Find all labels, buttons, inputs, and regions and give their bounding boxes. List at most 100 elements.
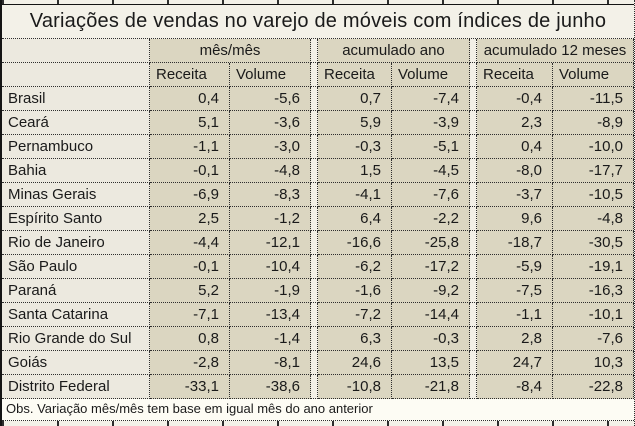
value-cell: 9,6 (477, 207, 553, 231)
value-cell: -0,4 (477, 87, 553, 111)
value-cell: -0,1 (150, 159, 230, 183)
region-name: Bahia (2, 159, 150, 183)
value-cell: -7,5 (477, 279, 553, 303)
value-cell: -7,6 (553, 327, 634, 351)
group-header-acumulado-12-meses: acumulado 12 meses (477, 39, 634, 63)
value-cell: -22,8 (553, 375, 634, 399)
value-cell: -16,3 (553, 279, 634, 303)
value-cell: 2,3 (477, 111, 553, 135)
spacer-cell (470, 303, 477, 327)
value-cell: 0,4 (477, 135, 553, 159)
region-name: Rio de Janeiro (2, 231, 150, 255)
corner-cell (2, 63, 150, 87)
value-cell: 0,7 (318, 87, 392, 111)
sales-table-grid: mês/mês acumulado ano acumulado 12 meses… (2, 39, 634, 399)
value-cell: -1,2 (230, 207, 311, 231)
value-cell: -4,8 (230, 159, 311, 183)
value-cell: 1,5 (318, 159, 392, 183)
value-cell: -10,1 (553, 303, 634, 327)
value-cell: 24,7 (477, 351, 553, 375)
value-cell: -2,2 (392, 207, 470, 231)
spacer-cell (311, 135, 318, 159)
spacer-cell (470, 375, 477, 399)
region-name: Brasil (2, 87, 150, 111)
col-header-receita: Receita (150, 63, 230, 87)
value-cell: -8,4 (477, 375, 553, 399)
value-cell: -3,9 (392, 111, 470, 135)
spacer-cell (311, 255, 318, 279)
value-cell: 13,5 (392, 351, 470, 375)
table-title: Variações de vendas no varejo de móveis … (2, 4, 634, 39)
corner-cell (2, 39, 150, 63)
region-name: Distrito Federal (2, 375, 150, 399)
spacer-cell (311, 231, 318, 255)
value-cell: 5,9 (318, 111, 392, 135)
value-cell: -1,6 (318, 279, 392, 303)
value-cell: -4,8 (553, 207, 634, 231)
spacer-cell (470, 63, 477, 87)
value-cell: -0,3 (392, 327, 470, 351)
region-name: Espírito Santo (2, 207, 150, 231)
value-cell: -3,7 (477, 183, 553, 207)
value-cell: -17,2 (392, 255, 470, 279)
value-cell: -21,8 (392, 375, 470, 399)
spacer-cell (311, 159, 318, 183)
region-name: Goiás (2, 351, 150, 375)
value-cell: -7,1 (150, 303, 230, 327)
spacer-cell (311, 351, 318, 375)
spacer-cell (470, 207, 477, 231)
value-cell: -1,4 (230, 327, 311, 351)
region-name: Minas Gerais (2, 183, 150, 207)
value-cell: -9,2 (392, 279, 470, 303)
spacer-cell (311, 375, 318, 399)
spacer-cell (470, 183, 477, 207)
value-cell: -5,9 (477, 255, 553, 279)
value-cell: -8,1 (230, 351, 311, 375)
value-cell: -6,2 (318, 255, 392, 279)
spacer-cell (311, 87, 318, 111)
spacer-cell (470, 327, 477, 351)
value-cell: -5,6 (230, 87, 311, 111)
spacer-cell (311, 279, 318, 303)
value-cell: 10,3 (553, 351, 634, 375)
value-cell: 2,8 (477, 327, 553, 351)
value-cell: -16,6 (318, 231, 392, 255)
spacer-cell (470, 87, 477, 111)
value-cell: -7,6 (392, 183, 470, 207)
value-cell: -0,3 (318, 135, 392, 159)
spacer-cell (311, 303, 318, 327)
region-name: Paraná (2, 279, 150, 303)
col-header-volume: Volume (392, 63, 470, 87)
footnote: Obs. Variação mês/mês tem base em igual … (2, 399, 634, 421)
spacer-cell (311, 111, 318, 135)
value-cell: -17,7 (553, 159, 634, 183)
spacer-cell (470, 279, 477, 303)
region-name: Rio Grande do Sul (2, 327, 150, 351)
value-cell: 5,2 (150, 279, 230, 303)
value-cell: -7,4 (392, 87, 470, 111)
value-cell: 2,5 (150, 207, 230, 231)
region-name: Santa Catarina (2, 303, 150, 327)
value-cell: 24,6 (318, 351, 392, 375)
spacer-cell (311, 183, 318, 207)
col-header-receita: Receita (318, 63, 392, 87)
value-cell: -38,6 (230, 375, 311, 399)
value-cell: -1,1 (150, 135, 230, 159)
region-name: Pernambuco (2, 135, 150, 159)
value-cell: -1,1 (477, 303, 553, 327)
value-cell: -4,1 (318, 183, 392, 207)
value-cell: -25,8 (392, 231, 470, 255)
col-header-receita: Receita (477, 63, 553, 87)
value-cell: -10,8 (318, 375, 392, 399)
region-name: São Paulo (2, 255, 150, 279)
spacer-cell (470, 111, 477, 135)
value-cell: 0,8 (150, 327, 230, 351)
value-cell: 0,4 (150, 87, 230, 111)
value-cell: -12,1 (230, 231, 311, 255)
value-cell: 5,1 (150, 111, 230, 135)
value-cell: -13,4 (230, 303, 311, 327)
spacer-cell (470, 159, 477, 183)
value-cell: 6,4 (318, 207, 392, 231)
col-header-volume: Volume (230, 63, 311, 87)
